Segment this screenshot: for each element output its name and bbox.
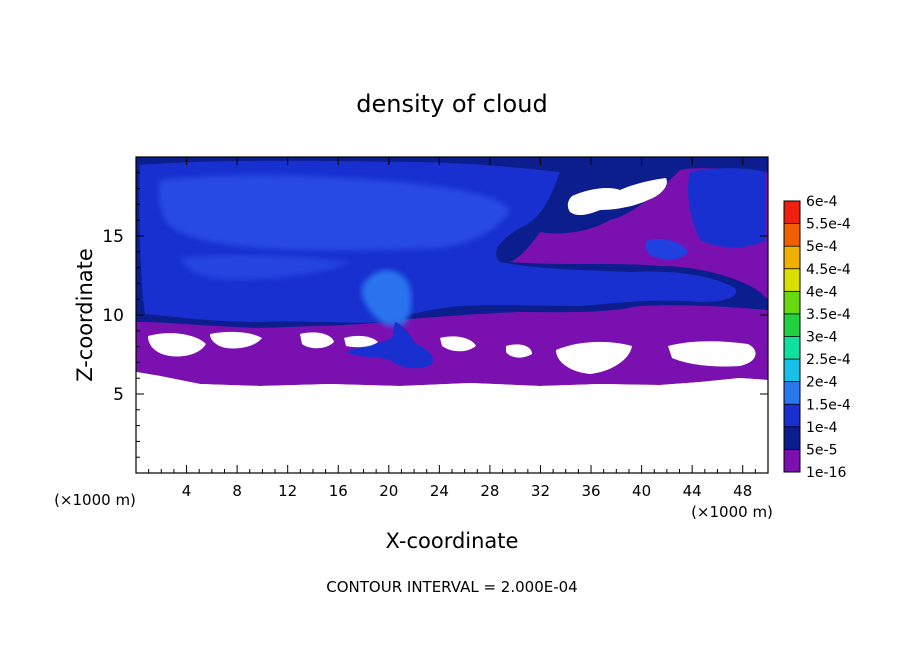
x-axis-unit: (×1000 m) — [691, 503, 773, 521]
colorbar-level-label: 3.5e-4 — [806, 307, 851, 323]
chart-title: density of cloud — [356, 90, 547, 118]
colorbar-swatch — [784, 381, 800, 405]
x-tick-label: 40 — [632, 482, 651, 500]
cloud-free-lower — [136, 386, 768, 473]
colorbar-level-label: 1e-16 — [806, 465, 846, 481]
y-tick-label: 5 — [113, 385, 124, 405]
colorbar-level-label: 4e-4 — [806, 284, 838, 300]
colorbar-level-label: 1.5e-4 — [806, 397, 851, 413]
x-tick-label: 20 — [379, 482, 398, 500]
cloud-right-patch — [688, 168, 766, 248]
colorbar-swatch — [784, 268, 800, 292]
colorbar-level-label: 6e-4 — [806, 194, 838, 210]
colorbar-swatch — [784, 313, 800, 337]
x-tick-label: 48 — [733, 482, 752, 500]
x-tick-label: 32 — [531, 482, 550, 500]
colorbar-swatch — [784, 291, 800, 314]
cloud-right-blob — [645, 238, 688, 260]
y-axis-unit: (×1000 m) — [54, 491, 136, 509]
colorbar-level-label: 1e-4 — [806, 420, 838, 436]
colorbar-level-label: 3e-4 — [806, 330, 838, 346]
colorbar-swatch — [784, 336, 800, 360]
colorbar-level-label: 5.5e-4 — [806, 217, 851, 233]
colorbar-swatch — [784, 246, 800, 269]
x-axis-ticks: 4 8 12 16 20 24 28 32 36 40 44 48 — [148, 157, 756, 500]
colorbar-swatch — [784, 404, 800, 427]
y-tick-label: 15 — [102, 227, 124, 247]
contour-interval-note: CONTOUR INTERVAL = 2.000E-04 — [326, 578, 577, 596]
colorbar-level-label: 5e-5 — [806, 442, 837, 458]
clear-patch-3 — [300, 332, 334, 349]
colorbar-level-label: 2e-4 — [806, 375, 838, 391]
plot-area — [136, 157, 768, 473]
colorbar-level-label: 5e-4 — [806, 239, 838, 255]
colorbar-swatch — [784, 359, 800, 382]
x-tick-label: 4 — [182, 482, 192, 500]
clear-patch-4 — [344, 335, 378, 348]
colorbar-level-label: 2.5e-4 — [806, 352, 851, 368]
clear-patch-upper — [567, 178, 667, 216]
colorbar-swatch — [784, 201, 800, 224]
colorbar-swatch — [784, 426, 800, 450]
x-tick-label: 24 — [430, 482, 449, 500]
clear-patch-5 — [440, 336, 476, 352]
y-axis-label: Z-coordinate — [73, 248, 97, 382]
x-tick-label: 12 — [278, 482, 297, 500]
x-tick-label: 36 — [581, 482, 600, 500]
colorbar: 1e-16 5e-5 1e-4 1.5e-4 2e-4 2.5e-4 3e-4 3.5e-4 4… — [783, 194, 851, 481]
cloud-free-region — [136, 372, 768, 386]
x-tick-label: 16 — [329, 482, 348, 500]
clear-patch-1 — [148, 333, 206, 357]
clear-patch-2 — [210, 331, 262, 349]
y-axis-ticks: 5 10 15 — [102, 172, 768, 458]
x-axis-label: X-coordinate — [386, 529, 519, 553]
clear-patch-6 — [506, 344, 532, 358]
x-tick-label: 44 — [683, 482, 702, 500]
x-tick-label: 8 — [232, 482, 242, 500]
y-tick-label: 10 — [102, 306, 124, 326]
colorbar-swatch — [784, 449, 800, 472]
updraft-core — [361, 270, 412, 327]
clear-patch-8 — [668, 341, 756, 367]
clear-patch-7 — [556, 341, 632, 374]
cloud-mid-band — [180, 255, 350, 280]
cloud-upper-light-band — [158, 175, 510, 251]
updraft-stem — [346, 322, 433, 369]
x-tick-label: 28 — [480, 482, 499, 500]
colorbar-level-label: 4.5e-4 — [806, 262, 851, 278]
colorbar-swatch — [784, 223, 800, 247]
